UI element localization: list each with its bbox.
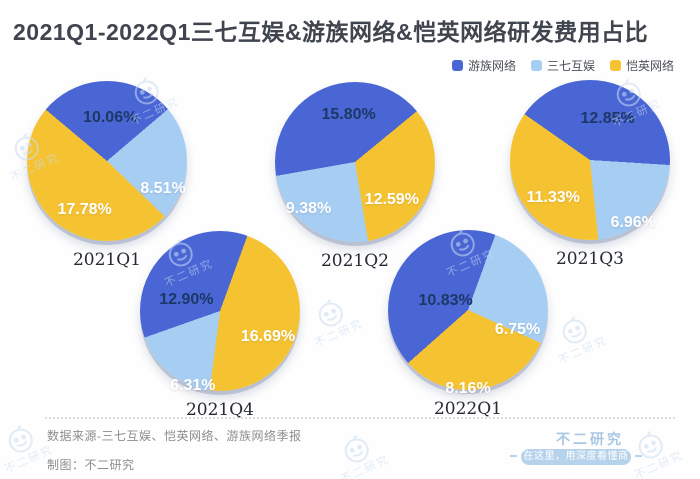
legend-item-kaiying: 恺英网络 [610, 57, 674, 74]
brand-name: 不二研究 [556, 431, 624, 447]
pie-chart-2021q3 [510, 80, 670, 240]
footer-divider [45, 417, 675, 419]
credit-note: 制图：不二研究 [47, 458, 135, 472]
slice-label-kaiying: 8.16% [445, 379, 491, 397]
slice-label-sanqi: 6.75% [494, 320, 541, 338]
pie-chart-2021q2 [275, 82, 435, 242]
watermark-text: 不二研究 [313, 317, 366, 350]
slice-label-kaiying: 12.59% [364, 190, 419, 208]
slice-label-yuzu: 10.06% [83, 109, 138, 127]
brand-logo-icon [8, 425, 33, 453]
slice-label-sanqi: 6.31% [170, 376, 216, 394]
legend-item-sanqi: 三七互娱 [531, 57, 595, 74]
legend-label: 三七互娱 [547, 59, 596, 73]
page-title: 2021Q1-2022Q1三七互娱&游族网络&恺英网络研发费用占比 [13, 19, 649, 45]
pie-group-2021q2: 15.80% 12.59% 9.38% 2021Q2 [275, 82, 435, 278]
slice-label-yuzu: 12.90% [159, 290, 214, 308]
slice-label-sanqi: 6.96% [610, 214, 656, 232]
pie-group-2021q4: 16.69% 6.31% 12.90% 2021Q4 [140, 231, 300, 427]
brand-logo-icon [344, 435, 369, 463]
pie-group-2022q1: 6.75% 8.16% 10.83% 2022Q1 [388, 230, 548, 426]
chart-legend: 游族网络 三七互娱 恺英网络 [452, 57, 674, 74]
legend-item-yuzu: 游族网络 [452, 57, 516, 74]
quarter-label: 2021Q1 [72, 250, 142, 270]
watermark-text: 不二研究 [339, 453, 392, 479]
brand-logo-icon [562, 316, 587, 344]
slice-label-kaiying: 17.78% [57, 201, 112, 219]
slice-label-yuzu: 15.80% [321, 106, 376, 124]
legend-swatch-kaiying [610, 60, 622, 71]
watermark-text: 不二研究 [557, 334, 610, 367]
quarter-label: 2021Q2 [320, 251, 390, 271]
pie-chart-2022q1 [388, 230, 548, 390]
pie-chart-2021q1 [27, 81, 187, 241]
brand-logo-icon [318, 299, 343, 327]
legend-swatch-sanqi [531, 60, 543, 71]
legend-swatch-yuzu [452, 60, 463, 71]
brand-slogan: 在这里，用深度看懂商业。 [510, 449, 642, 478]
brand-watermark: 不二研究 [290, 285, 375, 354]
quarter-label: 2022Q1 [433, 399, 503, 419]
slice-label-kaiying: 11.33% [526, 188, 580, 206]
slice-label-sanqi: 8.51% [140, 179, 186, 197]
pie-group-2021q1: 10.06% 8.51% 17.78% 2021Q1 [27, 81, 187, 277]
slice-label-kaiying: 16.69% [240, 327, 296, 345]
brand-watermark: 不二研究 [316, 421, 401, 479]
quarter-label: 2021Q4 [185, 400, 255, 420]
slice-label-sanqi: 9.38% [285, 200, 332, 218]
slice-label-yuzu: 10.83% [418, 291, 473, 309]
pie-chart-2021q4 [140, 231, 300, 391]
slice-label-yuzu: 12.85% [580, 110, 635, 128]
legend-label: 恺英网络 [626, 59, 675, 73]
data-source-note: 数据来源-三七互娱、恺英网络、游族网络季报 [47, 429, 302, 443]
legend-label: 游族网络 [468, 59, 517, 73]
pie-group-2021q3: 12.85% 6.96% 11.33% 2021Q3 [510, 80, 670, 276]
quarter-label: 2021Q3 [555, 249, 625, 269]
